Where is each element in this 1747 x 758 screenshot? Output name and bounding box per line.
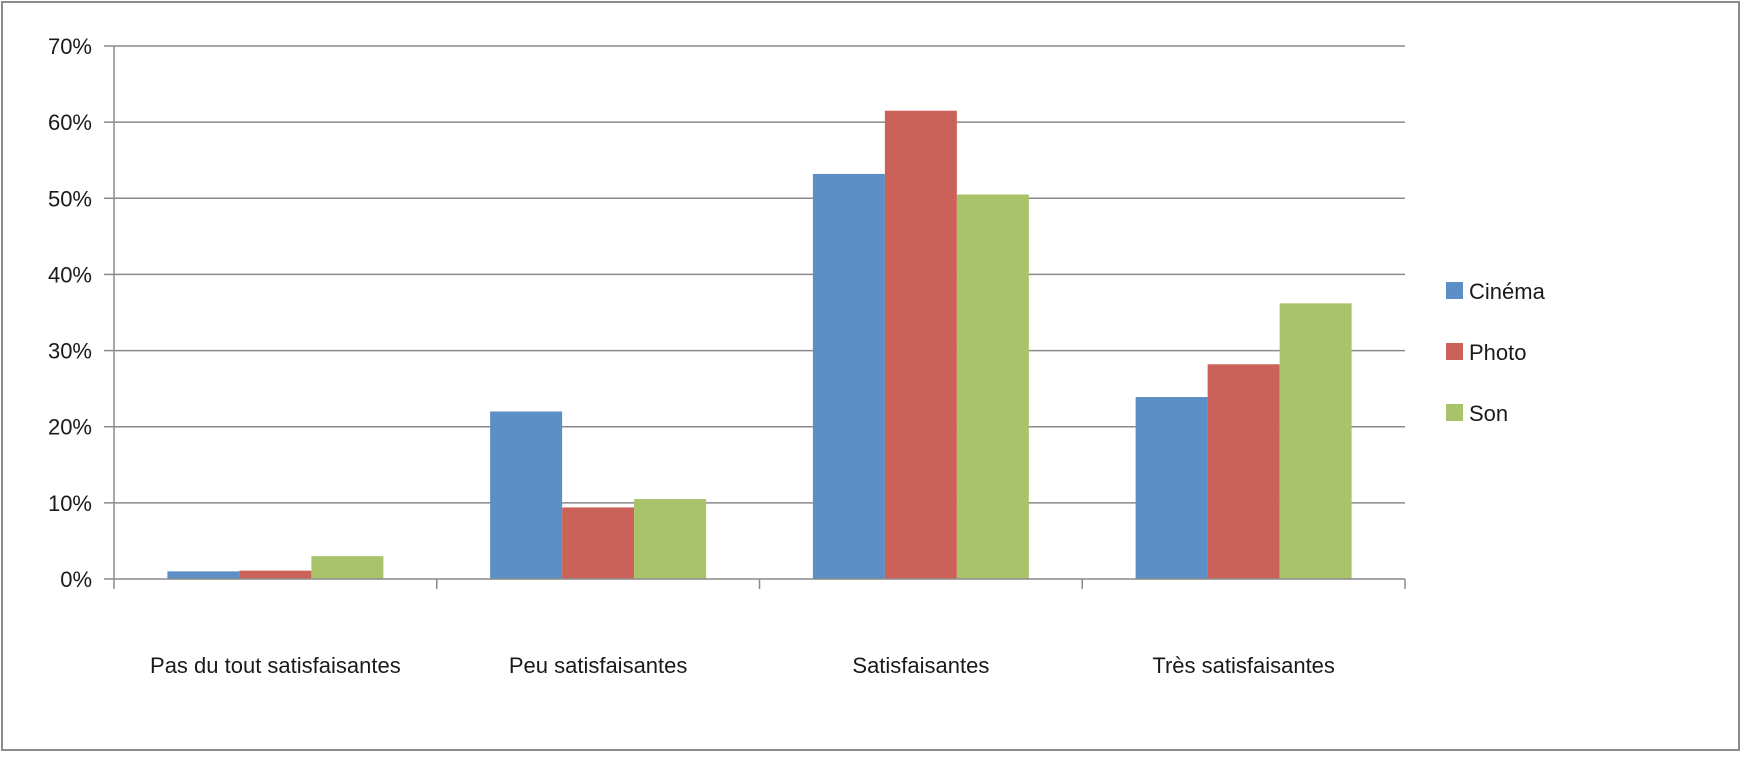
legend-label: Photo <box>1469 340 1527 365</box>
axes: 0% 10% 20% 30% 40% 50% 60% 70% Pas du tout satis… <box>48 34 1406 678</box>
legend-swatch <box>1446 343 1463 360</box>
bar <box>311 556 384 579</box>
y-tick-label: 0% <box>60 567 92 592</box>
legend-label: Son <box>1469 401 1508 426</box>
y-tick-label: 10% <box>48 491 92 516</box>
bar <box>812 173 885 580</box>
bar <box>956 194 1029 579</box>
bar <box>884 110 957 579</box>
bar <box>239 570 312 579</box>
x-tick-label: Satisfaisantes <box>852 653 989 678</box>
bar <box>167 571 240 579</box>
bar <box>490 411 563 579</box>
y-tick-label: 40% <box>48 262 92 287</box>
x-tick-label: Peu satisfaisantes <box>509 653 688 678</box>
bar <box>1207 364 1280 579</box>
y-tick-label: 60% <box>48 110 92 135</box>
bar <box>1135 397 1208 579</box>
bars <box>167 110 1352 580</box>
bar-chart: 0% 10% 20% 30% 40% 50% 60% 70% Pas du tout satis… <box>48 34 1546 678</box>
x-tick-label: Pas du tout satisfaisantes <box>150 653 401 678</box>
y-tick-label: 70% <box>48 34 92 59</box>
bar <box>1279 303 1352 579</box>
x-tick-label: Très satisfaisantes <box>1152 653 1335 678</box>
gridlines <box>114 45 1405 504</box>
y-tick-label: 30% <box>48 339 92 364</box>
y-tick-label: 50% <box>48 186 92 211</box>
bar <box>634 499 707 579</box>
legend: Cinéma Photo Son <box>1446 279 1546 426</box>
legend-swatch <box>1446 282 1463 299</box>
legend-label: Cinéma <box>1469 279 1546 304</box>
legend-swatch <box>1446 404 1463 421</box>
y-tick-label: 20% <box>48 415 92 440</box>
bar <box>562 507 635 579</box>
